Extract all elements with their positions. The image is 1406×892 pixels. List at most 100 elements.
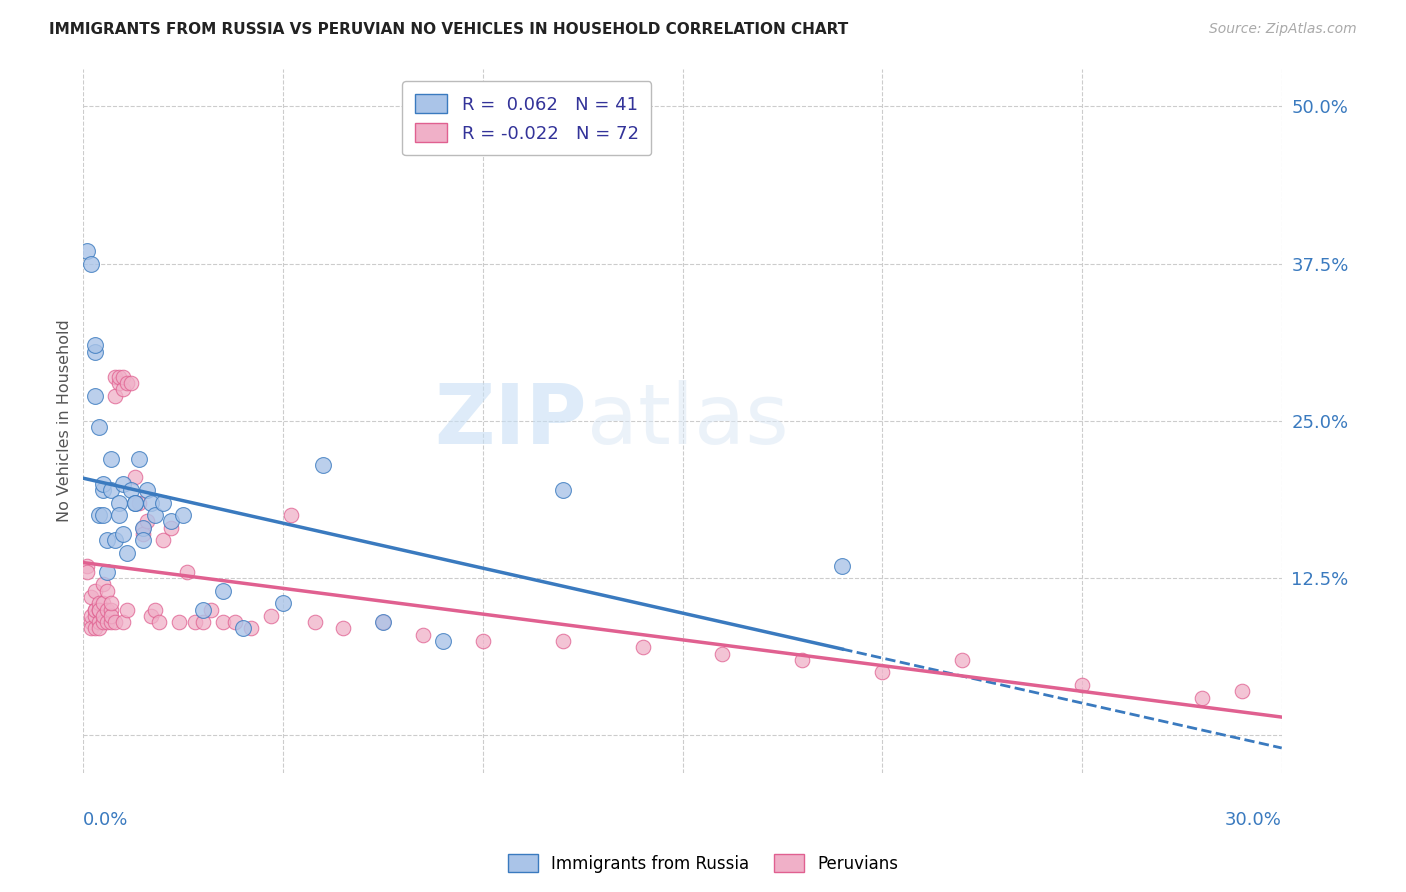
Point — [89, 615, 111, 629]
Point — [84, 602, 107, 616]
Text: atlas: atlas — [586, 380, 789, 461]
Point — [148, 615, 170, 629]
Point — [80, 608, 103, 623]
Point — [96, 583, 118, 598]
Point — [141, 495, 163, 509]
Point — [100, 615, 122, 629]
Point — [260, 608, 283, 623]
Point — [224, 615, 246, 629]
Point — [831, 558, 853, 573]
Point — [172, 508, 194, 523]
Point — [80, 622, 103, 636]
Point — [112, 369, 135, 384]
Point — [84, 583, 107, 598]
Point — [108, 369, 131, 384]
Point — [84, 338, 107, 352]
Point — [104, 533, 127, 548]
Point — [200, 602, 222, 616]
Point — [96, 602, 118, 616]
Text: 30.0%: 30.0% — [1225, 811, 1282, 829]
Point — [100, 483, 122, 497]
Point — [91, 483, 114, 497]
Text: Source: ZipAtlas.com: Source: ZipAtlas.com — [1209, 22, 1357, 37]
Point — [96, 565, 118, 579]
Point — [84, 602, 107, 616]
Point — [91, 476, 114, 491]
Point — [100, 596, 122, 610]
Point — [160, 521, 183, 535]
Point — [84, 344, 107, 359]
Point — [100, 451, 122, 466]
Point — [84, 622, 107, 636]
Point — [124, 495, 146, 509]
Point — [108, 376, 131, 390]
Point — [1230, 684, 1253, 698]
Point — [232, 622, 254, 636]
Point — [128, 451, 150, 466]
Point — [212, 615, 235, 629]
Point — [115, 602, 138, 616]
Point — [112, 527, 135, 541]
Point — [104, 369, 127, 384]
Point — [132, 533, 155, 548]
Point — [104, 615, 127, 629]
Point — [76, 244, 98, 258]
Point — [84, 389, 107, 403]
Point — [96, 615, 118, 629]
Point — [124, 470, 146, 484]
Point — [280, 508, 302, 523]
Point — [132, 527, 155, 541]
Point — [89, 508, 111, 523]
Point — [80, 590, 103, 604]
Point — [184, 615, 207, 629]
Point — [89, 420, 111, 434]
Point — [160, 515, 183, 529]
Point — [128, 495, 150, 509]
Point — [108, 495, 131, 509]
Point — [115, 546, 138, 560]
Point — [132, 521, 155, 535]
Point — [120, 483, 142, 497]
Text: ZIP: ZIP — [434, 380, 586, 461]
Y-axis label: No Vehicles in Household: No Vehicles in Household — [58, 319, 72, 522]
Point — [136, 483, 159, 497]
Point — [304, 615, 326, 629]
Point — [332, 622, 354, 636]
Legend: Immigrants from Russia, Peruvians: Immigrants from Russia, Peruvians — [501, 847, 905, 880]
Point — [1071, 678, 1094, 692]
Point — [240, 622, 263, 636]
Point — [1191, 690, 1213, 705]
Point — [104, 389, 127, 403]
Point — [271, 596, 294, 610]
Point — [152, 495, 174, 509]
Point — [136, 515, 159, 529]
Point — [112, 476, 135, 491]
Point — [120, 376, 142, 390]
Point — [80, 615, 103, 629]
Point — [89, 602, 111, 616]
Point — [89, 602, 111, 616]
Point — [96, 533, 118, 548]
Point — [100, 602, 122, 616]
Point — [152, 533, 174, 548]
Point — [950, 653, 973, 667]
Point — [631, 640, 654, 655]
Legend: R =  0.062   N = 41, R = -0.022   N = 72: R = 0.062 N = 41, R = -0.022 N = 72 — [402, 81, 651, 155]
Point — [141, 608, 163, 623]
Point — [108, 508, 131, 523]
Text: IMMIGRANTS FROM RUSSIA VS PERUVIAN NO VEHICLES IN HOUSEHOLD CORRELATION CHART: IMMIGRANTS FROM RUSSIA VS PERUVIAN NO VE… — [49, 22, 848, 37]
Point — [870, 665, 893, 680]
Point — [167, 615, 190, 629]
Point — [84, 608, 107, 623]
Point — [792, 653, 814, 667]
Point — [471, 634, 494, 648]
Point — [176, 565, 198, 579]
Point — [91, 615, 114, 629]
Point — [124, 495, 146, 509]
Point — [112, 383, 135, 397]
Point — [312, 458, 335, 472]
Point — [371, 615, 394, 629]
Point — [89, 596, 111, 610]
Point — [100, 608, 122, 623]
Point — [551, 483, 574, 497]
